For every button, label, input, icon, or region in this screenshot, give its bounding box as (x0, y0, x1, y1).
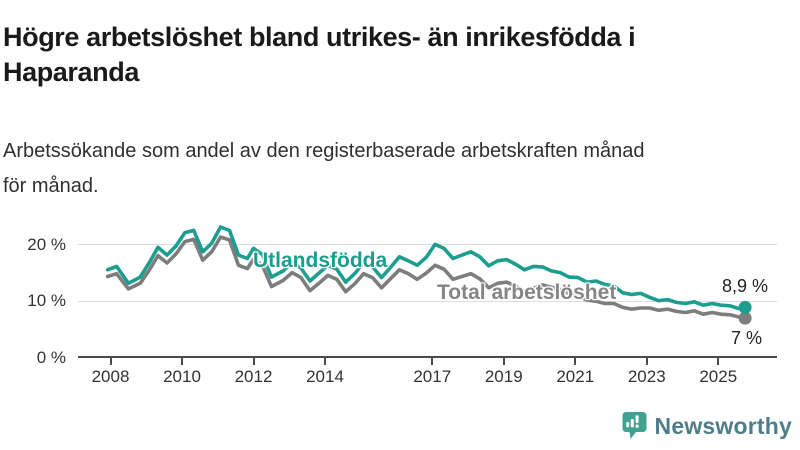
x-tick (502, 358, 505, 365)
x-tick-label: 2012 (234, 367, 273, 386)
x-tick-label: 2021 (556, 367, 595, 386)
gridline-20pct (78, 244, 777, 245)
x-tick-label: 2010 (163, 367, 201, 386)
x-tick (181, 358, 183, 365)
page-title: Högre arbetslöshet bland utrikes- än inr… (3, 22, 636, 88)
end-dot-utlandsfodda (738, 300, 752, 314)
x-tick (574, 358, 577, 365)
newsworthy-logo: Newsworthy (620, 411, 792, 442)
x-tick (109, 358, 112, 365)
series-line-total (105, 235, 747, 320)
x-axis-line (78, 356, 777, 358)
x-tick-label: 2019 (484, 367, 523, 386)
x-tick-label: 2023 (627, 367, 666, 386)
gridline-10pct (78, 301, 777, 302)
end-dot-total (738, 311, 752, 325)
x-tick (717, 358, 720, 365)
end-value-total: 7 % (730, 328, 762, 348)
x-tick (252, 358, 255, 365)
bar-chart-speech-bubble-icon (622, 412, 647, 439)
y-tick-label: 20 % (27, 235, 66, 254)
series-label-utlandsfodda: Utlandsfödda (253, 249, 388, 272)
x-tick-label: 2017 (413, 367, 452, 386)
x-tick (645, 358, 648, 365)
chart-subtitle: Arbetssökande som andel av den registerb… (3, 140, 645, 197)
series-label-total-arbetsloshet: Total arbetslöshet (437, 281, 617, 304)
x-tick-label: 2014 (306, 367, 344, 386)
x-tick-label: 2008 (91, 367, 130, 386)
x-tick (431, 358, 434, 365)
x-tick-label: 2025 (699, 367, 738, 386)
newsworthy-wordmark: Newsworthy (654, 413, 792, 439)
y-tick-label: 0 % (36, 347, 66, 367)
series-line-utlandsfodda (105, 225, 747, 311)
y-tick-label: 10 % (27, 291, 66, 311)
x-tick (324, 358, 326, 365)
end-value-utlandsfodda: 8,9 % (721, 276, 768, 296)
